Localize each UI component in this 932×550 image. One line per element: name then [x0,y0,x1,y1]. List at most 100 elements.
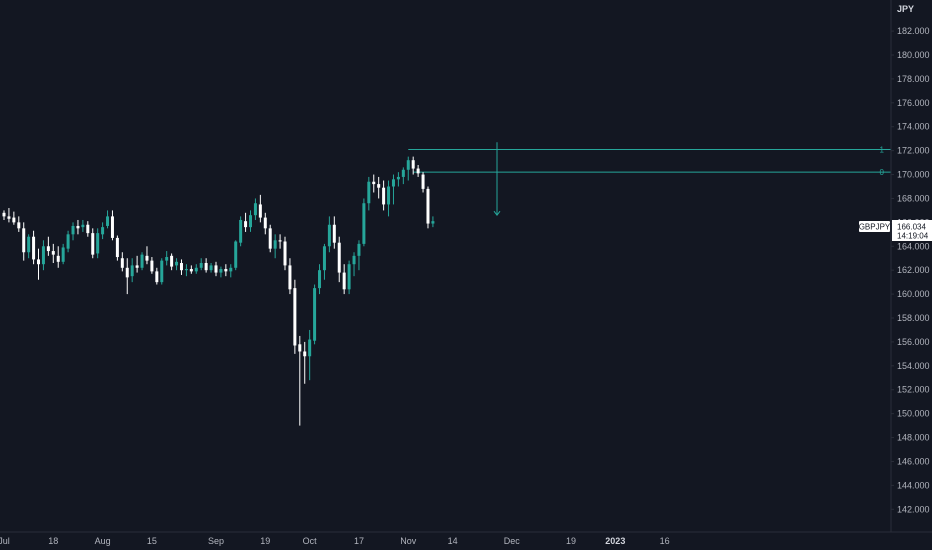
candle-body [2,212,6,217]
time-axis[interactable]: Jul 18 Aug 15 Sep 19 Oct 17 Nov 14 Dec 19 2023 16 [0,531,932,546]
candle [263,212,267,235]
candle-body [367,181,371,204]
candle [327,216,331,253]
candle [96,228,100,259]
candle [51,243,55,264]
candle-body [387,186,391,205]
time-tick-label: 2023 [605,536,625,546]
price-tick-label: 164.000 [897,241,930,251]
candle-body [219,268,223,273]
candle-body [258,204,262,218]
price-tick-label: 182.000 [897,26,930,36]
candle-body [170,255,174,267]
candle-body [214,265,218,273]
candle [12,211,16,225]
level-label: 1 [880,145,885,154]
candle-body [71,225,75,235]
candle-body [411,160,415,169]
candle [140,252,144,271]
candle-body [165,257,169,261]
candle-body [377,184,381,188]
candle [308,329,312,381]
time-tick-label: 15 [147,536,157,546]
candle-body [17,222,21,229]
candle-body [303,351,307,357]
candle-body [401,169,405,177]
candle [17,216,21,232]
candle [160,258,164,285]
price-tick-label: 170.000 [897,170,930,180]
candle-body [194,267,198,272]
candle [406,156,410,181]
fib-levels[interactable]: 10 [408,145,891,177]
price-tick-label: 152.000 [897,385,930,395]
candle [27,234,31,259]
candle [332,216,336,249]
candle-body [22,228,26,253]
candle [37,248,41,280]
candle-body [234,241,238,268]
candle-body [76,225,80,229]
candle-body [130,265,134,277]
time-tick-label: 18 [48,536,58,546]
candle [56,246,60,268]
candle [41,240,45,271]
price-ticks: 142.000 144.000 146.000 148.000 150.000 152.0… [891,26,930,514]
price-tick-label: 144.000 [897,480,930,490]
candle-body [145,255,149,261]
candle [352,252,356,277]
candle-body [308,339,312,357]
candle [313,284,317,345]
price-tick-label: 162.000 [897,265,930,275]
candle-body [362,203,366,244]
target-arrow[interactable] [493,142,501,217]
candle-body [347,264,351,290]
candle [416,164,420,177]
candle [382,180,386,211]
candle-body [391,179,395,187]
candle-body [268,228,272,249]
candle [214,261,218,277]
candle [288,258,292,295]
candle-body [46,246,50,252]
price-tick-label: 176.000 [897,98,930,108]
candle-body [184,268,188,271]
candle [110,210,114,241]
candle-body [318,270,322,289]
candle-body [253,203,257,216]
candle [120,252,124,272]
candle [342,264,346,295]
candle [421,172,425,193]
time-tick-label: Dec [504,536,521,546]
candle-body [115,237,119,258]
candle [125,258,129,295]
candle [273,234,277,259]
candle [155,267,159,285]
candle [184,264,188,277]
candle-body [12,217,16,223]
candle [115,235,119,261]
candle [401,167,405,185]
candle [396,172,400,187]
time-ticks: Jul 18 Aug 15 Sep 19 Oct 17 Nov 14 Dec 19 2023 16 [0,536,670,546]
candle [2,210,6,220]
time-tick-label: 19 [566,536,576,546]
candle-body [199,263,203,268]
candle [347,260,351,295]
candle [86,221,90,237]
candle [239,216,243,247]
candle [318,264,322,295]
candle [249,210,252,232]
time-tick-label: 19 [260,536,270,546]
candles [2,156,435,426]
candle [303,341,307,384]
level-label: 0 [880,168,885,177]
candle-body [56,255,60,262]
price-tick-label: 168.000 [897,193,930,203]
candle-body [327,224,331,247]
price-tick-label: 156.000 [897,337,930,347]
candle [244,212,248,232]
candle [199,258,203,271]
